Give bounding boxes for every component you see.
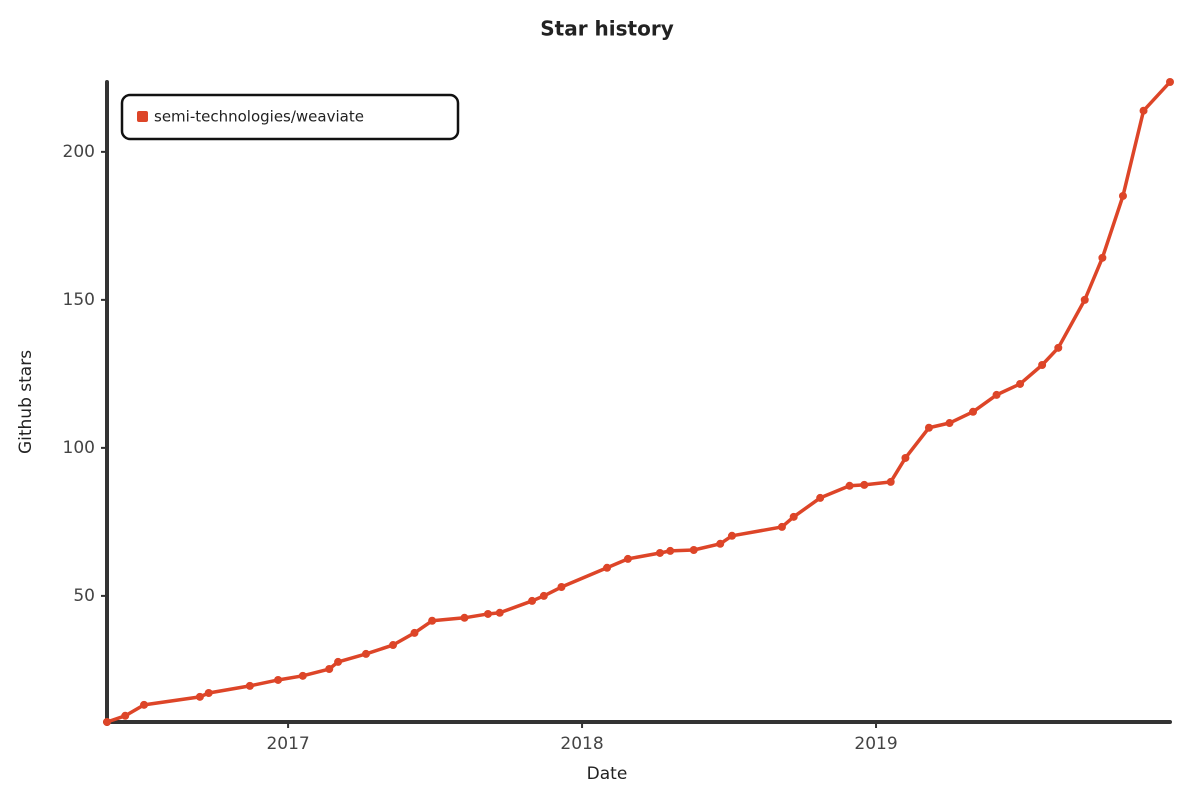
point — [945, 419, 954, 428]
point — [361, 649, 370, 658]
point — [603, 563, 612, 572]
x-axis-label: Date — [587, 764, 628, 784]
point — [1038, 360, 1047, 369]
point — [789, 512, 798, 521]
point — [1098, 253, 1107, 262]
point — [727, 531, 736, 540]
y-tick-label: 150 — [63, 290, 95, 310]
point — [298, 671, 307, 680]
point — [777, 522, 786, 531]
point — [845, 481, 854, 490]
point — [716, 539, 725, 548]
point — [623, 554, 632, 563]
point — [539, 591, 548, 600]
point — [860, 480, 869, 489]
point — [655, 548, 664, 557]
y-axis-label: Github stars — [16, 350, 36, 454]
point — [924, 423, 933, 432]
point — [325, 665, 334, 674]
x-tick-label: 2019 — [854, 734, 897, 754]
point — [1166, 78, 1174, 86]
point — [816, 493, 825, 502]
y-tick-label: 100 — [63, 438, 95, 458]
point — [886, 477, 895, 486]
point — [204, 688, 213, 697]
point — [528, 596, 537, 605]
point — [334, 657, 343, 666]
y-tick-label: 200 — [63, 142, 95, 162]
point — [557, 583, 566, 592]
point — [901, 453, 910, 462]
point — [1080, 295, 1089, 304]
point — [428, 616, 437, 625]
point — [103, 718, 111, 726]
point — [245, 681, 254, 690]
point — [1016, 379, 1025, 388]
point — [460, 613, 469, 622]
point — [992, 390, 1001, 399]
point — [1054, 343, 1063, 352]
point — [689, 546, 698, 555]
point — [121, 711, 130, 720]
legend-label: semi-technologies/weaviate — [154, 108, 364, 126]
point — [389, 641, 398, 650]
point — [274, 675, 283, 684]
y-tick-label: 50 — [73, 586, 95, 606]
point — [410, 628, 419, 637]
point — [1139, 106, 1148, 115]
point — [666, 546, 675, 555]
point — [969, 407, 978, 416]
legend — [120, 93, 460, 141]
x-tick-label: 2017 — [266, 734, 309, 754]
x-tick-label: 2018 — [560, 734, 603, 754]
point — [140, 700, 149, 709]
chart-title: Star history — [540, 17, 674, 41]
point — [495, 608, 504, 617]
legend-swatch — [137, 111, 148, 122]
line — [105, 80, 1172, 724]
point — [483, 609, 492, 618]
point — [1118, 191, 1127, 200]
point — [195, 692, 204, 701]
